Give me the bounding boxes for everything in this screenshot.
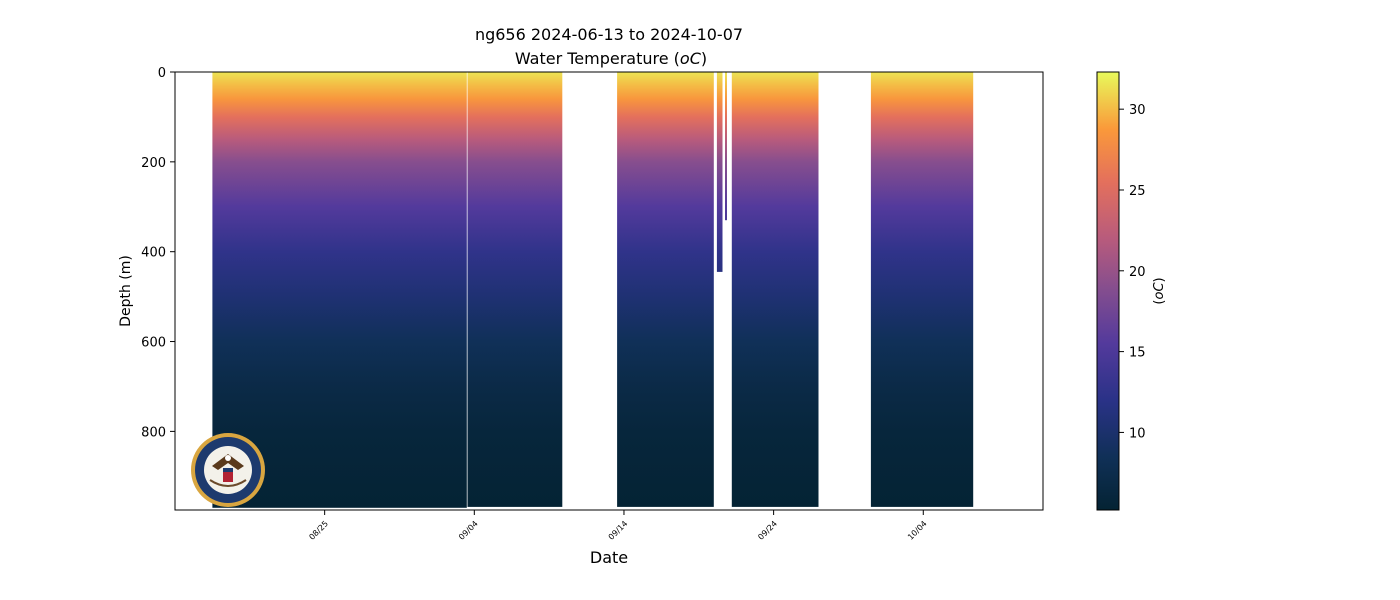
data-segment-3 <box>617 72 714 507</box>
colorbar-gradient <box>1096 71 1120 511</box>
colorbar-tick-label: 15 <box>1129 346 1146 361</box>
colorbar-label: (oC) <box>1152 277 1167 304</box>
x-axis: 08/25 09/04 09/14 09/24 10/04 <box>307 510 929 542</box>
data-segment-2 <box>467 72 563 507</box>
y-tick-label: 200 <box>141 156 166 171</box>
y-axis: 0 200 400 600 800 <box>141 66 175 440</box>
x-tick-label: 09/24 <box>756 519 779 542</box>
colorbar-tick-label: 25 <box>1129 184 1146 199</box>
data-segments <box>212 72 974 508</box>
plot-area <box>174 71 1044 511</box>
y-tick-label: 600 <box>141 336 166 351</box>
colorbar-tick-label: 10 <box>1129 426 1146 441</box>
colorbar: 10 15 20 25 30 <box>1096 71 1146 511</box>
chart-title: ng656 2024-06-13 to 2024-10-07 <box>475 25 743 44</box>
x-tick-label: 10/04 <box>906 519 929 542</box>
us-navy-seal-logo <box>191 433 265 507</box>
y-tick-label: 800 <box>141 425 166 440</box>
data-segment-5 <box>725 72 727 221</box>
y-axis-label: Depth (m) <box>118 255 134 327</box>
y-tick-label: 400 <box>141 246 166 261</box>
colorbar-tick-label: 20 <box>1129 265 1146 280</box>
x-axis-label: Date <box>590 548 628 567</box>
x-tick-label: 09/04 <box>457 519 480 542</box>
colorbar-tick-label: 30 <box>1129 103 1146 118</box>
data-segment-7 <box>870 72 974 507</box>
plot-frame <box>174 71 1044 511</box>
data-segment-6 <box>731 72 819 507</box>
x-tick-label: 08/25 <box>307 519 330 542</box>
x-tick-label: 09/14 <box>607 519 630 542</box>
chart-subtitle: Water Temperature (oC) <box>515 49 707 68</box>
colorbar-ticks: 10 15 20 25 30 <box>1119 103 1146 441</box>
y-tick-label: 0 <box>158 66 166 81</box>
data-segment-1 <box>212 72 467 508</box>
data-segment-4 <box>716 72 723 272</box>
